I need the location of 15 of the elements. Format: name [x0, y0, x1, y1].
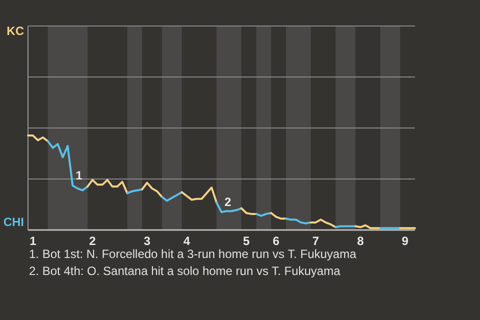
text: 2. Bot 4th: O. Santana hit a solo home run vs T. Fukuyama [29, 264, 341, 278]
x-tick-label: 4 [183, 234, 190, 248]
x-tick-label: 6 [272, 234, 280, 248]
x-tick-label: 5 [242, 234, 250, 248]
x-tick-label: 8 [357, 234, 364, 248]
text: KC [6, 24, 24, 38]
x-tick-label: 1 [30, 234, 37, 248]
text: CHI [3, 215, 24, 229]
annotation: 1 [76, 168, 83, 183]
text: 1. Bot 1st: N. Forcelledo hit a 3-run home run vs T. Fukuyama [29, 247, 357, 261]
x-tick-label: 3 [144, 234, 151, 248]
x-tick-label: 9 [402, 234, 409, 248]
x-tick-label: 2 [89, 234, 96, 248]
x-tick-label: 7 [312, 234, 320, 248]
annotation: 2 [224, 195, 232, 210]
